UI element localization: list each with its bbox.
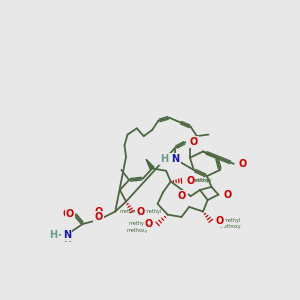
- Text: O: O: [186, 176, 194, 186]
- Text: O: O: [215, 216, 223, 226]
- Text: H: H: [63, 234, 71, 244]
- Text: O: O: [222, 190, 230, 200]
- Text: H: H: [50, 230, 58, 240]
- Text: N: N: [171, 154, 179, 164]
- Text: O: O: [94, 212, 102, 222]
- Text: methoxy: methoxy: [220, 224, 242, 230]
- Text: O: O: [137, 207, 145, 217]
- Text: O: O: [223, 190, 231, 200]
- Text: methyl: methyl: [223, 218, 240, 223]
- Text: H: H: [63, 236, 70, 246]
- Text: O: O: [178, 191, 186, 201]
- Text: methyl: methyl: [194, 178, 211, 183]
- Text: O: O: [66, 209, 74, 219]
- Text: O: O: [189, 137, 197, 147]
- Text: H: H: [161, 154, 168, 164]
- Text: O: O: [185, 176, 194, 186]
- Text: methyl: methyl: [145, 209, 162, 214]
- Text: O: O: [178, 191, 187, 201]
- Text: methoxy: methoxy: [120, 209, 141, 214]
- Text: O: O: [238, 159, 247, 169]
- Polygon shape: [146, 159, 154, 170]
- Text: methyl: methyl: [128, 221, 145, 226]
- Text: O: O: [62, 209, 70, 219]
- Text: H: H: [160, 154, 169, 164]
- Text: O: O: [214, 216, 223, 226]
- Text: O: O: [145, 219, 153, 229]
- Text: O: O: [146, 219, 154, 229]
- Text: N: N: [171, 154, 180, 164]
- Text: N: N: [62, 230, 71, 240]
- Text: O: O: [190, 137, 198, 147]
- Text: O: O: [136, 207, 144, 217]
- Text: methoxy: methoxy: [191, 178, 212, 183]
- Text: O: O: [238, 159, 246, 169]
- Text: H: H: [48, 232, 56, 242]
- Text: O: O: [94, 207, 102, 217]
- Text: methoxy: methoxy: [127, 227, 148, 232]
- Text: N: N: [63, 230, 71, 240]
